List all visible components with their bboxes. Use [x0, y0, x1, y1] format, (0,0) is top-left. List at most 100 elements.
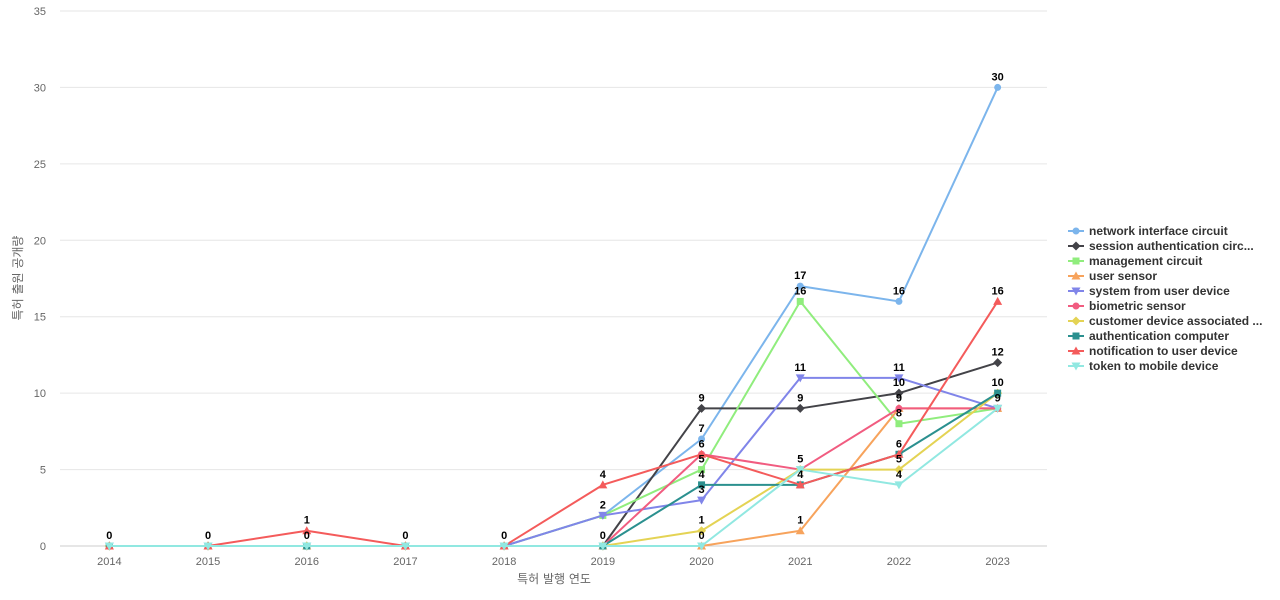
legend-item: user sensor — [1068, 269, 1157, 283]
data-label: 2 — [600, 499, 606, 511]
legend-symbol — [1071, 346, 1081, 355]
data-point — [400, 542, 410, 551]
data-point — [598, 542, 608, 551]
data-label: 1 — [304, 515, 310, 527]
data-label: 4 — [698, 469, 705, 481]
legend-symbol — [1071, 316, 1081, 326]
data-point — [796, 297, 804, 305]
data-point — [894, 374, 904, 383]
series-line — [109, 376, 998, 547]
data-point — [895, 420, 903, 428]
data-label: 11 — [893, 362, 905, 374]
series-line — [109, 300, 999, 547]
data-point — [795, 480, 805, 489]
x-tick-label: 2021 — [788, 556, 812, 568]
legend-item: authentication computer — [1068, 329, 1229, 343]
data-point — [895, 404, 903, 412]
series-line — [109, 407, 998, 547]
series-group — [104, 296, 1003, 550]
legend-label: user sensor — [1089, 269, 1157, 283]
data-point — [698, 481, 706, 489]
x-tick-label: 2016 — [295, 556, 319, 568]
x-tick-label: 2015 — [196, 556, 220, 568]
legend-item: biometric sensor — [1068, 299, 1186, 313]
data-label: 0 — [106, 530, 112, 542]
data-label: 9 — [995, 392, 1001, 404]
y-tick-label: 30 — [34, 82, 46, 94]
data-label: 30 — [992, 71, 1004, 83]
data-label: 1 — [797, 515, 803, 527]
x-tick-label: 2020 — [689, 556, 713, 568]
data-point — [697, 449, 707, 458]
data-label: 4 — [896, 469, 903, 481]
data-point — [894, 481, 904, 490]
data-label: 12 — [992, 347, 1004, 359]
legend-label: biometric sensor — [1089, 299, 1186, 313]
data-point — [993, 358, 1003, 368]
y-tick-label: 15 — [34, 312, 46, 324]
legend-symbol — [1072, 257, 1080, 265]
legend-symbol — [1072, 332, 1080, 340]
data-labels: 0 010 0 04209765431017161195411611109865430… — [106, 71, 1003, 542]
data-point — [697, 496, 707, 505]
legend-item: notification to user device — [1068, 344, 1238, 358]
y-tick-label: 10 — [34, 388, 46, 400]
x-tick-label: 2022 — [887, 556, 911, 568]
legend-item: management circuit — [1068, 254, 1202, 268]
data-label: 9 — [698, 392, 704, 404]
x-tick-label: 2023 — [985, 556, 1009, 568]
legend-item: session authentication circ... — [1068, 239, 1254, 253]
series-line — [109, 300, 998, 547]
data-point — [598, 511, 608, 520]
legend-label: network interface circuit — [1089, 224, 1228, 238]
legend-label: customer device associated ... — [1089, 314, 1262, 328]
data-label: 9 — [896, 392, 902, 404]
data-label: 0 — [304, 530, 310, 542]
legend-symbol — [1071, 287, 1081, 296]
data-label: 5 — [698, 454, 704, 466]
data-point — [598, 480, 608, 489]
data-point — [698, 466, 706, 474]
data-label: 16 — [992, 285, 1004, 297]
data-label: 0 — [698, 530, 704, 542]
data-point — [203, 542, 213, 551]
x-axis-title: 특허 발행 연도 — [517, 571, 591, 586]
data-point — [795, 403, 805, 413]
data-label: 10 — [893, 377, 905, 389]
data-point — [894, 465, 904, 475]
series-line — [109, 407, 999, 547]
legend-symbol — [1071, 241, 1081, 251]
series-group — [105, 404, 1002, 550]
series-group — [104, 403, 1003, 550]
legend-symbol — [1072, 302, 1080, 310]
data-label: 6 — [896, 438, 902, 450]
data-point — [302, 542, 312, 551]
data-label: 17 — [794, 270, 806, 282]
data-label: 16 — [794, 285, 806, 297]
data-label: 0 — [600, 530, 606, 542]
data-label: 4 — [600, 469, 607, 481]
legend-item: network interface circuit — [1068, 224, 1228, 238]
data-label: 3 — [698, 484, 704, 496]
data-label: 5 — [797, 454, 803, 466]
data-point — [795, 374, 805, 383]
data-point — [895, 297, 903, 305]
data-point — [795, 526, 805, 535]
series-lines — [104, 83, 1003, 551]
y-tick-label: 5 — [40, 465, 46, 477]
legend-label: notification to user device — [1089, 344, 1238, 358]
data-label: 6 — [698, 438, 704, 450]
y-axis-ticks: 0 5 10 15 20 25 30 35 — [34, 6, 46, 553]
data-point — [994, 83, 1002, 91]
data-label: 9 — [797, 392, 803, 404]
data-label: 4 — [797, 469, 804, 481]
y-axis-title: 특허 출원 공개량 — [11, 236, 25, 321]
data-point — [894, 449, 904, 458]
x-tick-label: 2018 — [492, 556, 516, 568]
series-group — [105, 297, 1002, 550]
data-point — [698, 435, 706, 443]
y-tick-label: 35 — [34, 6, 46, 18]
data-label: 10 — [992, 377, 1004, 389]
legend-symbol — [1071, 362, 1081, 371]
